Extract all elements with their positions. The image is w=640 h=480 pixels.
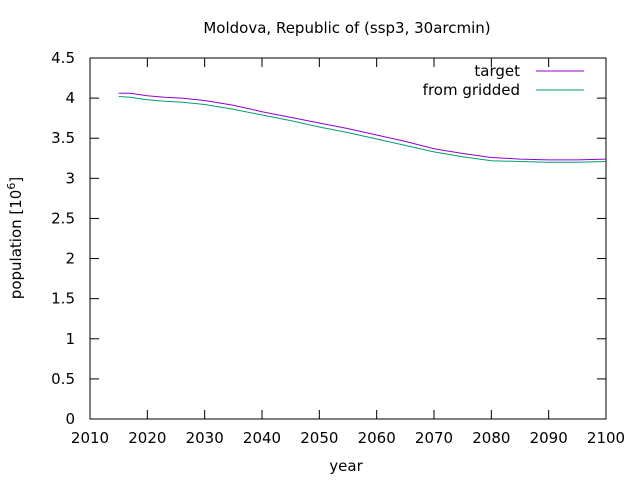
x-tick-label: 2080 xyxy=(472,429,510,447)
y-tick-label: 3.5 xyxy=(51,129,75,147)
x-tick-label: 2010 xyxy=(71,429,109,447)
plot-area-frame xyxy=(89,57,607,420)
legend: target from gridded xyxy=(423,62,584,99)
x-tick-label: 2040 xyxy=(243,429,281,447)
legend-label-target: target xyxy=(474,62,520,80)
legend-label-from-gridded: from gridded xyxy=(423,81,520,99)
axis-ticks: 0 0.5 1 1.5 2 2.5 3 3.5 4 4.5 2010 2020 2030 2040 2050… xyxy=(51,49,625,447)
series-line-target xyxy=(118,92,607,161)
x-tick-label: 2100 xyxy=(587,429,625,447)
y-tick-label: 2 xyxy=(65,250,75,268)
y-tick-label: 1.5 xyxy=(51,290,75,308)
x-tick-label: 2020 xyxy=(128,429,166,447)
y-tick-label: 3 xyxy=(65,169,75,187)
y-tick-label: 4 xyxy=(65,89,75,107)
x-tick-label: 2050 xyxy=(300,429,338,447)
y-tick-label: 0 xyxy=(65,410,75,428)
chart-title: Moldova, Republic of (ssp3, 30arcmin) xyxy=(203,19,490,37)
y-axis-label-exponent: 6 xyxy=(5,183,18,190)
y-tick-label: 0.5 xyxy=(51,370,75,388)
x-axis-label: year xyxy=(329,457,363,475)
x-tick-label: 2030 xyxy=(186,429,224,447)
x-tick-label: 2090 xyxy=(530,429,568,447)
y-tick-label: 1 xyxy=(65,330,75,348)
x-tick-label: 2060 xyxy=(358,429,396,447)
series-line-from-gridded xyxy=(118,96,607,163)
x-tick-label: 2070 xyxy=(415,429,453,447)
y-tick-label: 4.5 xyxy=(51,49,75,67)
y-axis-label: population [106] xyxy=(5,177,26,299)
y-tick-label: 2.5 xyxy=(51,209,75,227)
series-layer xyxy=(118,92,607,163)
